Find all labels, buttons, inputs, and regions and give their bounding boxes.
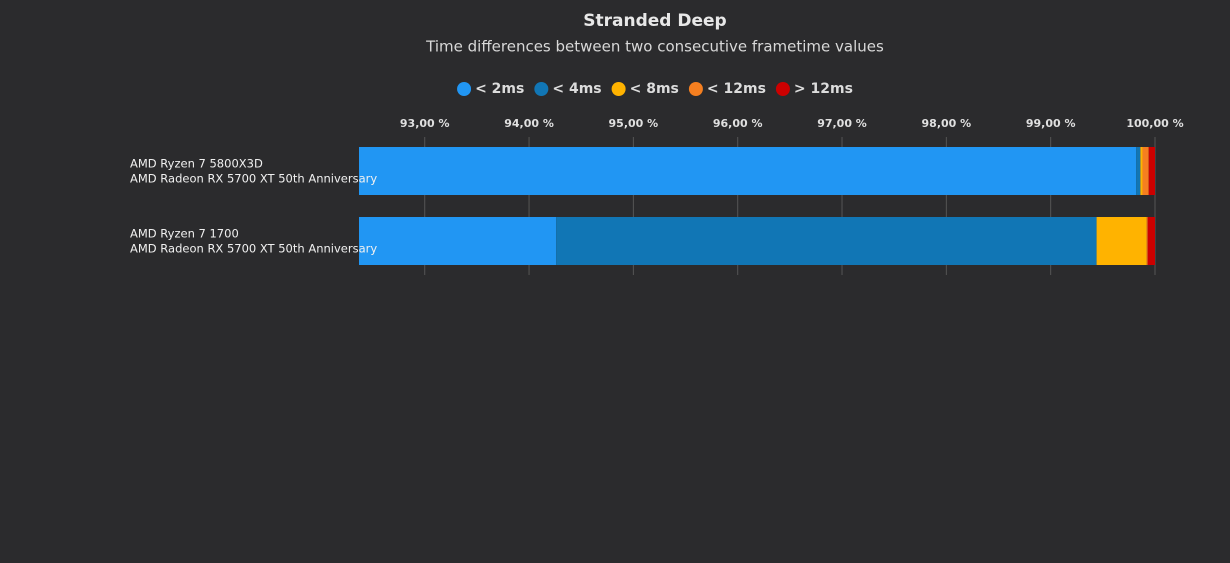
legend: < 2ms < 4ms < 8ms < 12ms > 12ms — [457, 81, 853, 97]
legend-marker — [775, 82, 790, 96]
legend-label: < 2ms — [475, 81, 524, 97]
bar-segment — [359, 147, 1137, 195]
bar-segment — [1147, 217, 1155, 265]
legend-marker — [457, 82, 472, 96]
category-label: AMD Ryzen 7 1700 — [130, 227, 239, 241]
bar-segment — [1146, 217, 1148, 265]
bar-segment — [1148, 147, 1155, 195]
chart-subtitle: Time differences between two consecutive… — [425, 38, 884, 56]
category-label: AMD Radeon RX 5700 XT 50th Anniversary — [130, 172, 377, 186]
x-tick-label: 99,00 % — [1026, 117, 1076, 130]
x-tick-label: 94,00 % — [504, 117, 554, 130]
chart-title: Stranded Deep — [583, 11, 726, 31]
bar-segment — [1096, 217, 1147, 265]
legend-label: > 12ms — [794, 81, 853, 97]
x-tick-label: 98,00 % — [922, 117, 972, 130]
x-tick-label: 100,00 % — [1126, 117, 1183, 130]
x-tick-label: 96,00 % — [713, 117, 763, 130]
x-tick-label: 93,00 % — [400, 117, 450, 130]
bar-segment — [1136, 147, 1141, 195]
bar-segment — [359, 217, 557, 265]
bar-segment — [1140, 147, 1143, 195]
category-label: AMD Ryzen 7 5800X3D — [130, 157, 263, 171]
legend-marker — [611, 82, 626, 96]
legend-marker — [534, 82, 549, 96]
bar-segment — [1142, 147, 1149, 195]
legend-label: < 8ms — [630, 81, 679, 97]
bar-segment — [556, 217, 1097, 265]
legend-label: < 4ms — [552, 81, 601, 97]
legend-marker — [688, 82, 703, 96]
legend-label: < 12ms — [707, 81, 766, 97]
bars — [359, 147, 1155, 265]
category-label: AMD Radeon RX 5700 XT 50th Anniversary — [130, 242, 377, 256]
x-tick-label: 97,00 % — [817, 117, 867, 130]
x-tick-label: 95,00 % — [609, 117, 659, 130]
